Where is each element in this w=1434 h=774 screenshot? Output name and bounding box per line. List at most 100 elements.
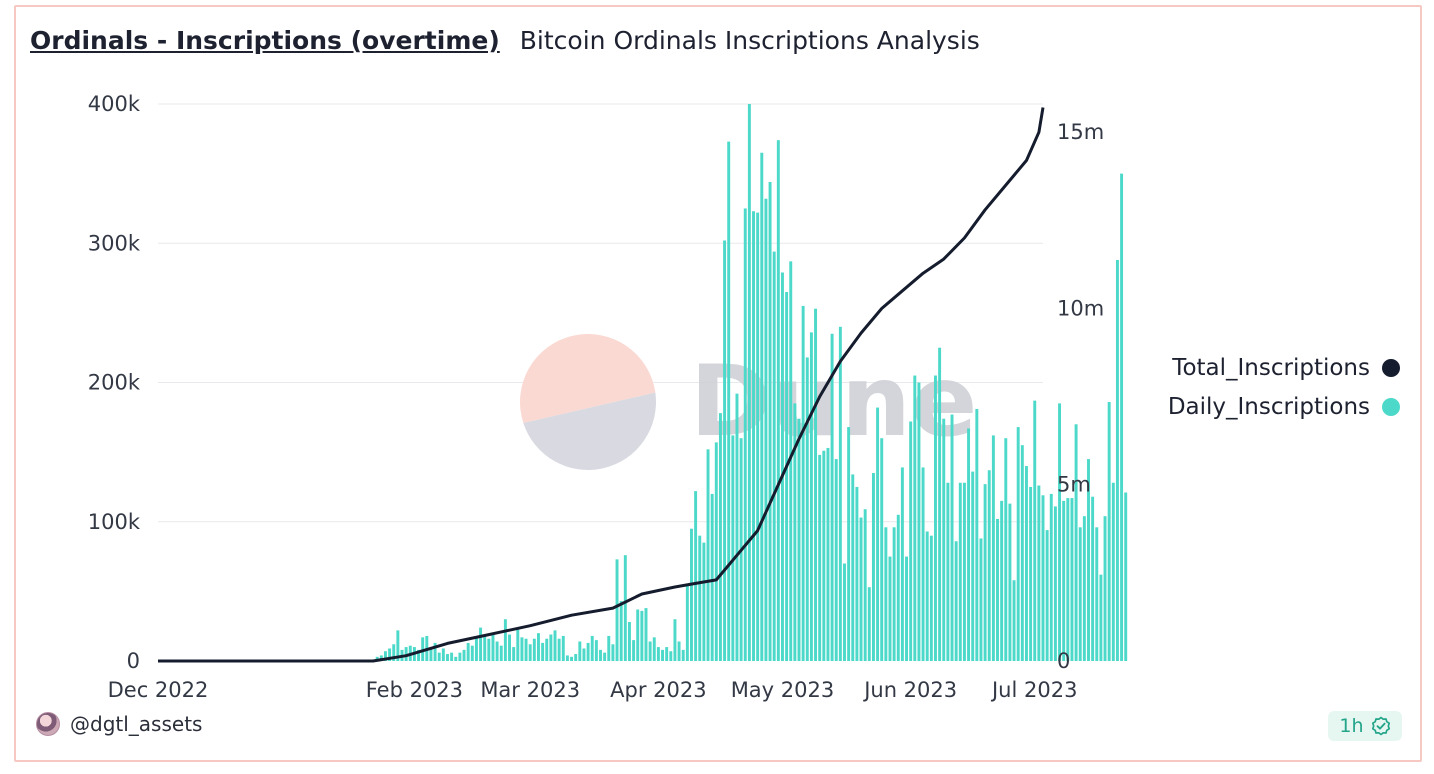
x-tick-label: Jun 2023 [862,678,957,702]
refresh-badge[interactable]: 1h [1328,711,1402,741]
legend-label-daily: Daily_Inscriptions [1167,393,1370,420]
daily-bar [1008,503,1012,661]
daily-bar [1091,496,1095,661]
daily-bar [528,644,532,661]
daily-bar [1041,495,1045,661]
daily-bar [545,638,549,661]
chart-subtitle: Bitcoin Ordinals Inscriptions Analysis [519,26,980,55]
daily-bar [859,517,863,661]
daily-bar [834,459,838,661]
chart-title-link[interactable]: Ordinals - Inscriptions (overtime) [30,26,500,55]
daily-bar [747,104,751,661]
daily-bar [967,428,971,661]
daily-bar [644,608,648,661]
x-tick-label: Jul 2023 [990,678,1077,702]
daily-bar [909,421,913,661]
daily-bar [1058,403,1062,661]
daily-bar [532,638,536,661]
daily-bar [462,649,466,661]
daily-bar [727,141,731,662]
daily-bar [876,407,880,661]
daily-bar [847,427,851,661]
daily-bar [917,382,921,661]
watermark-logo-top [519,333,656,424]
refresh-interval: 1h [1339,715,1364,737]
daily-bar [636,609,640,661]
daily-bar [756,212,760,662]
daily-bar [582,648,586,661]
daily-bar [669,651,673,661]
daily-bar [958,482,962,661]
daily-bar [383,651,387,661]
daily-bar [503,619,507,661]
daily-bar [541,642,545,661]
legend-item-daily[interactable]: Daily_Inscriptions [1110,387,1400,426]
daily-bar [685,584,689,661]
daily-bar [594,640,598,661]
daily-bar [561,635,565,661]
x-tick-label: Apr 2023 [610,678,706,702]
daily-bar [690,528,693,661]
daily-bar [921,467,925,661]
daily-bar [863,509,867,661]
daily-bar [785,291,789,661]
daily-bar [441,648,445,661]
daily-bar [776,140,780,661]
daily-bar [843,563,846,661]
daily-bar [1070,498,1074,661]
daily-bar [1103,516,1107,661]
daily-bar [780,272,784,661]
daily-bar [1016,427,1020,661]
x-tick-label: Dec 2022 [108,678,209,702]
daily-bar [896,514,900,661]
daily-bar [822,450,826,661]
daily-bar [905,556,908,661]
daily-bar [983,484,987,661]
daily-bar [996,518,999,661]
daily-bar [714,442,718,661]
daily-bar [479,627,483,661]
chart-header: Ordinals - Inscriptions (overtime) Bitco… [30,26,980,60]
daily-bar [764,198,768,661]
daily-bar [458,652,462,661]
daily-bar [578,641,582,661]
daily-bar [706,449,710,661]
y-left-tick-label: 400k [88,92,141,116]
daily-bar [723,240,727,661]
daily-bar [1045,530,1049,661]
daily-bar [512,647,516,661]
daily-bar [516,628,520,661]
daily-bar [508,634,511,661]
x-axis: Dec 2022 Feb 2023 Mar 2023 Apr 2023 May 2023… [108,678,1078,702]
daily-bar [975,408,979,661]
daily-bar [1074,424,1078,661]
daily-bar [661,649,664,661]
daily-bar [1078,527,1082,661]
daily-bar [805,357,809,661]
daily-bar [735,393,739,661]
daily-bar [934,375,937,661]
daily-bar [867,587,871,661]
legend-item-total[interactable]: Total_Inscriptions [1110,348,1400,387]
daily-bar [388,648,392,661]
daily-bar [888,556,892,661]
daily-bar [1082,516,1086,661]
daily-bar [1087,459,1090,661]
daily-bar [652,637,656,661]
daily-bar [603,652,607,661]
author-name[interactable]: @dgtl_assets [70,712,203,736]
daily-bar [466,642,470,661]
daily-bar [433,642,437,661]
daily-bar [1024,466,1028,661]
chart-footer: @dgtl_assets [36,712,202,736]
author-avatar[interactable] [36,712,60,736]
daily-bar [590,635,594,661]
watermark-logo-bottom [523,392,656,470]
daily-bar [615,559,619,661]
daily-bar [1115,259,1119,661]
daily-bar [1037,485,1041,661]
daily-bar [632,640,636,661]
y-axis-right: 0 5m 10m 15m [1057,120,1104,673]
y-right-tick-label: 0 [1057,649,1070,673]
